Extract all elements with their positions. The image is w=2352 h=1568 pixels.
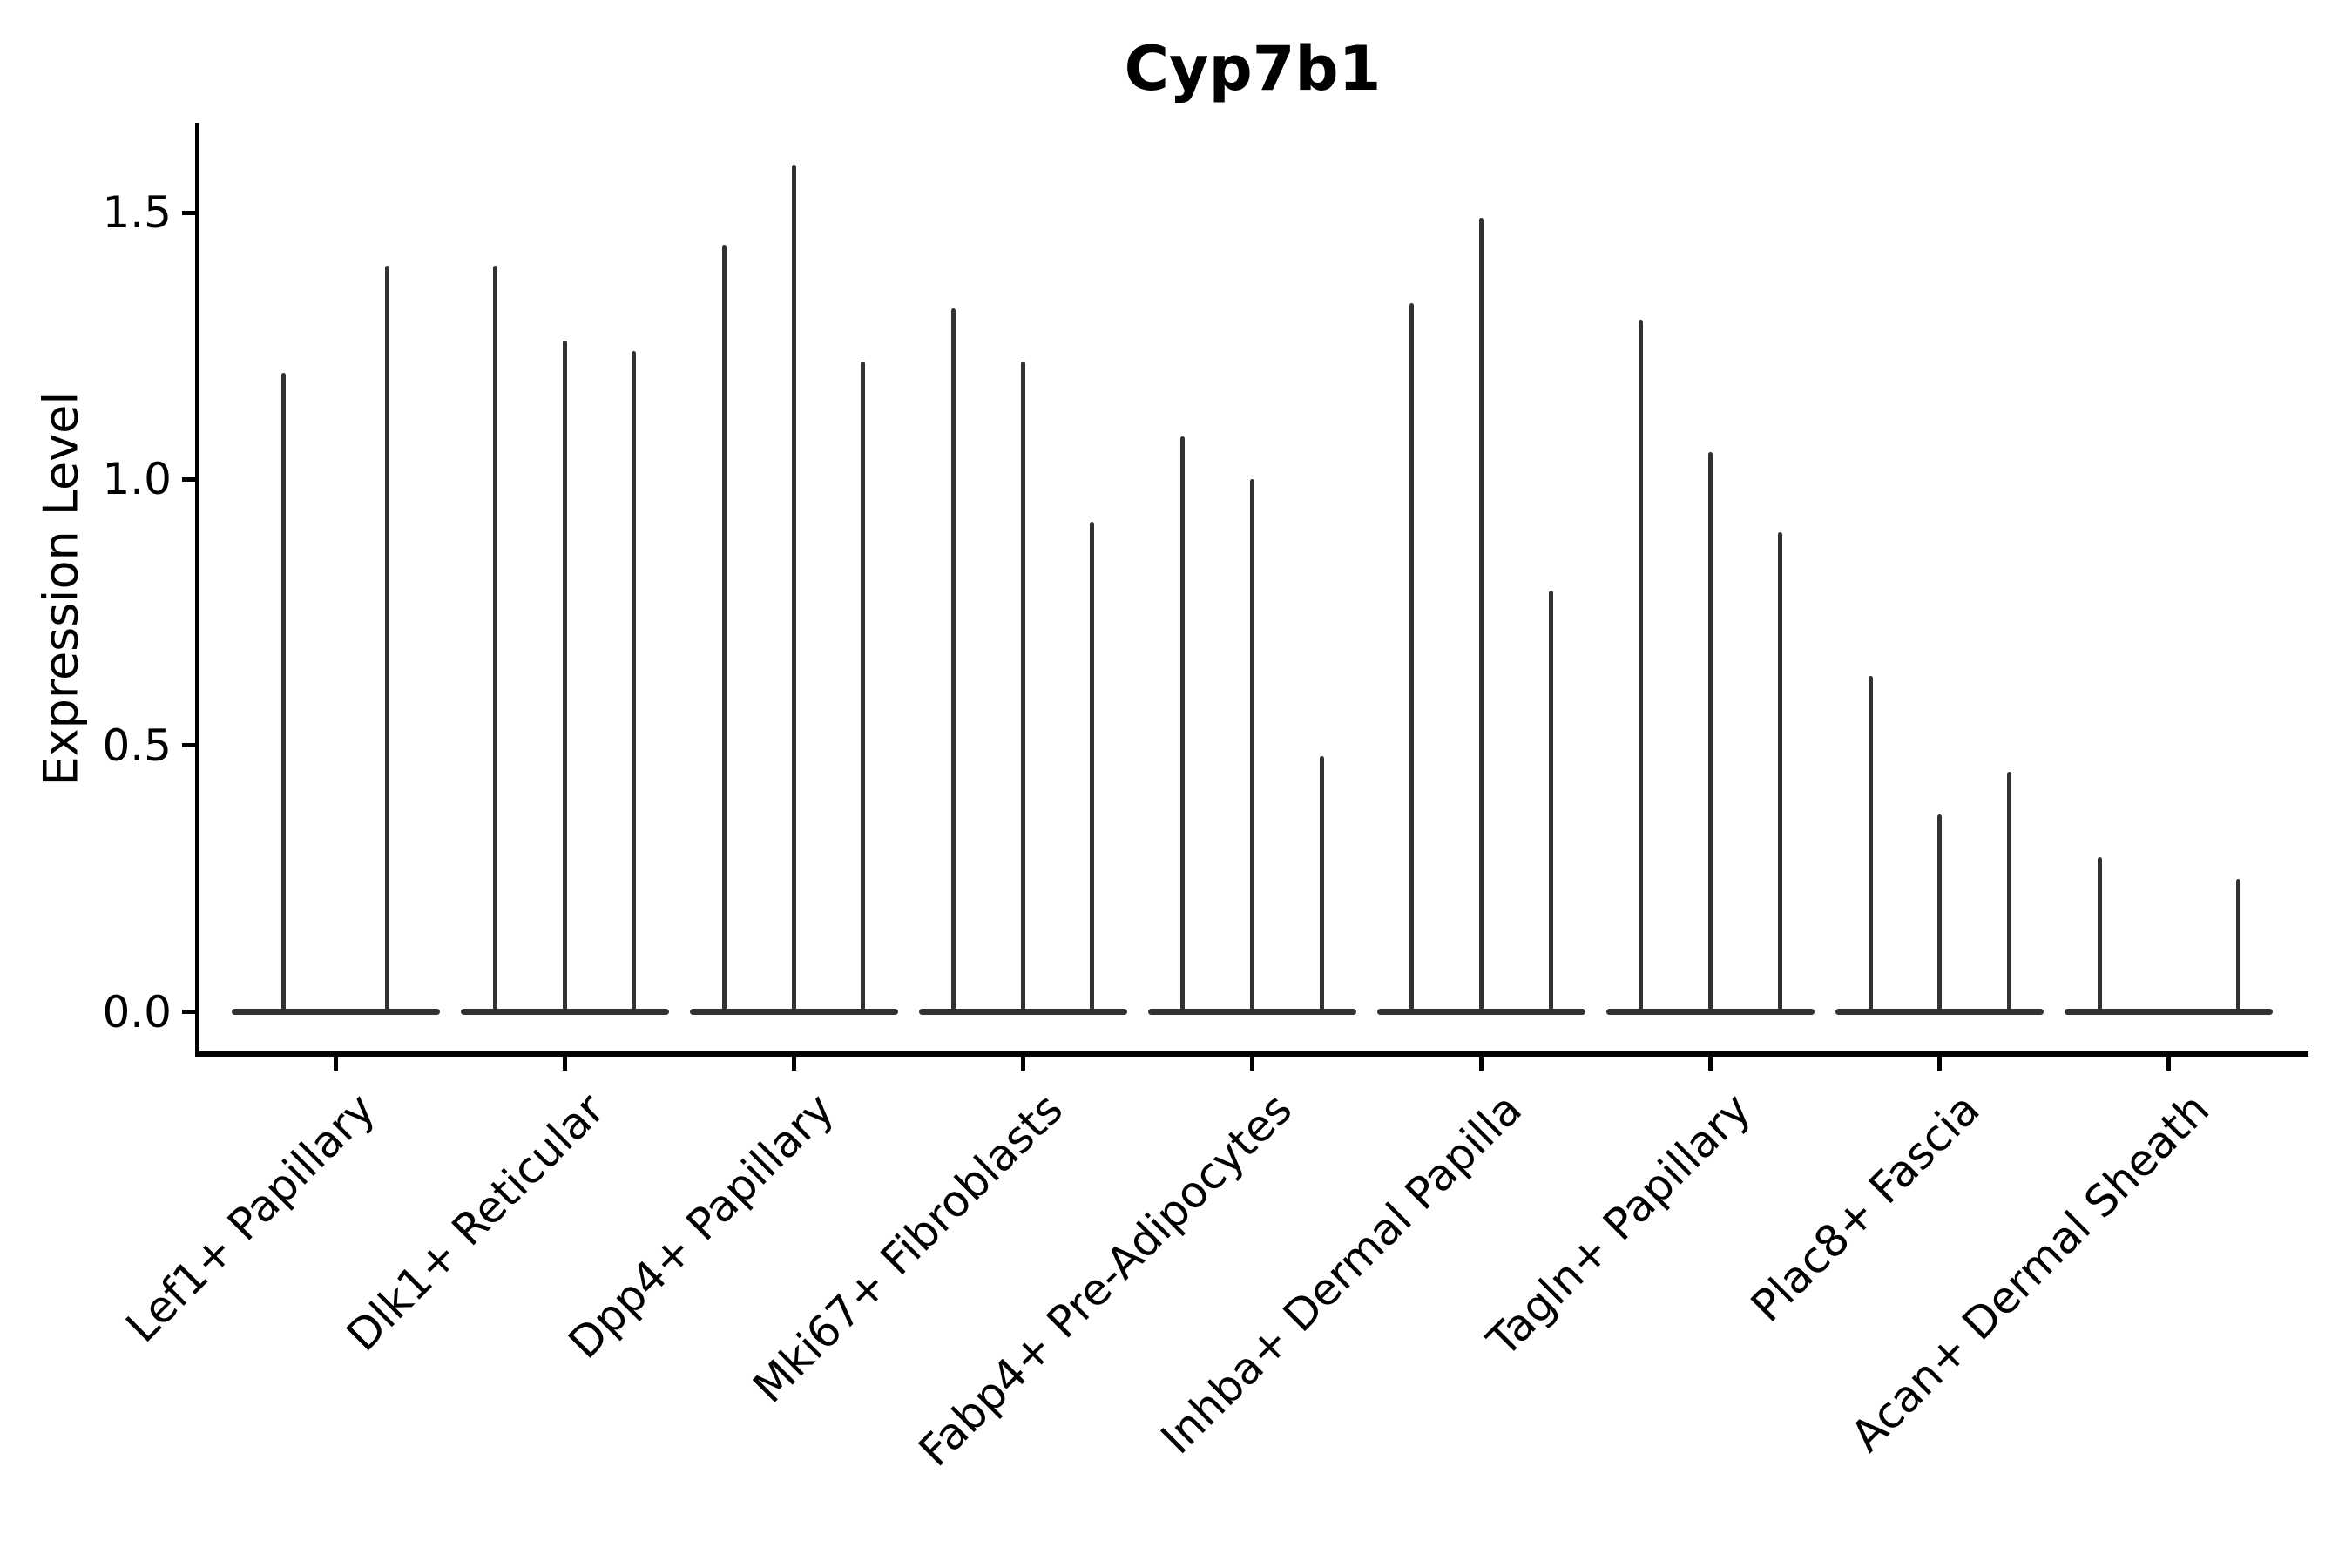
violin-base — [1147, 1009, 1356, 1015]
x-tick-mark — [1708, 1057, 1713, 1071]
x-tick-mark — [333, 1057, 338, 1071]
violin-needle — [280, 372, 286, 1012]
violin-needle — [1020, 362, 1025, 1012]
violin-needle — [1409, 303, 1415, 1012]
violin-needle — [1708, 452, 1713, 1012]
y-axis-label: Expression Level — [33, 391, 89, 787]
violin-needle — [2235, 878, 2240, 1012]
violin-needle — [1548, 591, 1553, 1012]
violin-needle — [1180, 436, 1186, 1012]
y-tick-label: 1.0 — [102, 454, 172, 504]
x-category-label: Fabp4+ Pre-Adipocytes — [909, 1084, 1302, 1477]
violin-needle — [492, 266, 497, 1012]
y-tick-mark — [182, 1010, 195, 1014]
y-tick-mark — [182, 210, 195, 215]
violin-base — [460, 1009, 669, 1015]
violin-needle — [951, 308, 956, 1012]
violin-needle — [2006, 772, 2011, 1012]
violin-needle — [1777, 532, 1782, 1012]
violin-base — [1835, 1009, 2044, 1015]
violin-base — [689, 1009, 898, 1015]
violin-needle — [861, 362, 866, 1012]
violin-base — [2065, 1009, 2274, 1015]
violin-base — [1377, 1009, 1585, 1015]
y-tick-label: 0.0 — [102, 986, 172, 1037]
x-axis-spine — [195, 1051, 2308, 1057]
chart-title: Cyp7b1 — [1124, 33, 1382, 105]
violin-needle — [1868, 676, 1873, 1012]
y-tick-mark — [182, 743, 195, 748]
violin-needle — [1319, 755, 1324, 1012]
y-tick-label: 0.5 — [102, 720, 172, 771]
violin-needle — [791, 165, 796, 1012]
violin-needle — [1937, 814, 1943, 1012]
violin-needle — [1249, 479, 1254, 1012]
violin-needle — [722, 244, 727, 1012]
x-tick-mark — [791, 1057, 796, 1071]
violin-needle — [385, 266, 390, 1012]
x-tick-mark — [1020, 1057, 1025, 1071]
x-tick-mark — [2166, 1057, 2172, 1071]
violin-needle — [2097, 857, 2102, 1012]
x-tick-mark — [1249, 1057, 1254, 1071]
violin-needle — [562, 341, 567, 1012]
x-category-label: Lef1+ Papillary — [116, 1084, 386, 1353]
violin-base — [231, 1009, 440, 1015]
violin-needle — [1479, 218, 1484, 1012]
y-tick-mark — [182, 476, 195, 482]
x-tick-mark — [1937, 1057, 1943, 1071]
violin-base — [918, 1009, 1127, 1015]
x-tick-mark — [562, 1057, 567, 1071]
y-axis-spine — [195, 123, 199, 1057]
y-tick-label: 1.5 — [102, 187, 172, 239]
violin-base — [1606, 1009, 1815, 1015]
violin-needle — [1639, 319, 1644, 1012]
violin-needle — [1090, 521, 1095, 1012]
x-tick-mark — [1479, 1057, 1484, 1071]
x-category-label: Plac8+ Fascia — [1740, 1084, 1990, 1332]
violin-needle — [632, 351, 637, 1012]
